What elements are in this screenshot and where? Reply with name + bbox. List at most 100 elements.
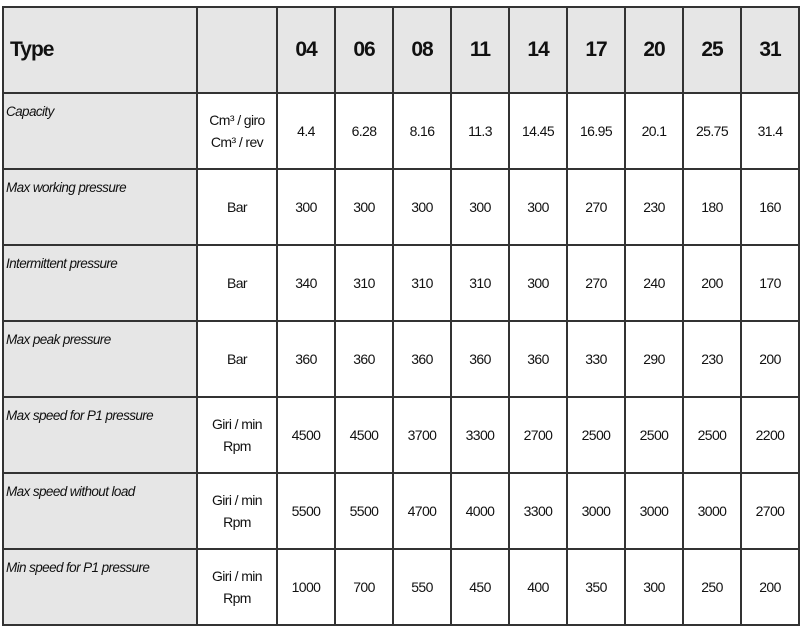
value-cell: 170	[740, 244, 800, 322]
value-cell: 240	[624, 244, 684, 322]
model-header: 04	[276, 6, 336, 94]
unit-text: Cm³ / giro	[209, 112, 265, 128]
row-label: Min speed for P1 pressure	[2, 548, 198, 626]
value-cell: 4700	[392, 472, 452, 550]
value-cell: 14.45	[508, 92, 568, 170]
value-cell: 300	[392, 168, 452, 246]
unit-text: Bar	[227, 351, 248, 367]
row-label: Capacity	[2, 92, 198, 170]
value-cell: 2500	[682, 396, 742, 474]
model-header: 06	[334, 6, 394, 94]
value-cell: 550	[392, 548, 452, 626]
unit-cell: Giri / min Rpm	[196, 472, 278, 550]
value-cell: 4500	[334, 396, 394, 474]
model-header: 14	[508, 6, 568, 94]
table-row: Max speed for P1 pressure Giri / min Rpm 45…	[2, 396, 800, 474]
unit-text: Bar	[227, 275, 248, 291]
unit-cell: Cm³ / giro Cm³ / rev	[196, 92, 278, 170]
table-row: Intermittent pressure Bar 340 310 310 310 300 2…	[2, 244, 800, 322]
value-cell: 300	[450, 168, 510, 246]
unit-text: Rpm	[223, 514, 251, 530]
value-cell: 180	[682, 168, 742, 246]
value-cell: 5500	[334, 472, 394, 550]
row-label: Max speed without load	[2, 472, 198, 550]
row-label: Max working pressure	[2, 168, 198, 246]
specifications-table: Type 04 06 08 11 14 17 20 25 31 Capacity Cm³ / gi…	[2, 6, 800, 626]
value-cell: 1000	[276, 548, 336, 626]
value-cell: 340	[276, 244, 336, 322]
unit-text: Giri / min	[211, 568, 263, 584]
table-row: Max peak pressure Bar 360 360 360 360 360 330 29…	[2, 320, 800, 398]
value-cell: 310	[450, 244, 510, 322]
model-header: 31	[740, 6, 800, 94]
unit-text: Cm³ / rev	[210, 134, 264, 150]
unit-cell: Giri / min Rpm	[196, 396, 278, 474]
value-cell: 6.28	[334, 92, 394, 170]
value-cell: 20.1	[624, 92, 684, 170]
value-cell: 4000	[450, 472, 510, 550]
value-cell: 230	[682, 320, 742, 398]
unit-text: Rpm	[223, 590, 251, 606]
unit-cell: Bar	[196, 244, 278, 322]
unit-cell: Bar	[196, 320, 278, 398]
value-cell: 200	[682, 244, 742, 322]
model-header: 08	[392, 6, 452, 94]
value-cell: 350	[566, 548, 626, 626]
model-header: 20	[624, 6, 684, 94]
value-cell: 11.3	[450, 92, 510, 170]
value-cell: 2700	[508, 396, 568, 474]
value-cell: 300	[508, 244, 568, 322]
value-cell: 270	[566, 168, 626, 246]
model-header: 11	[450, 6, 510, 94]
row-label: Max speed for P1 pressure	[2, 396, 198, 474]
value-cell: 2700	[740, 472, 800, 550]
unit-text: Rpm	[223, 438, 251, 454]
table-row: Min speed for P1 pressure Giri / min Rpm 10…	[2, 548, 800, 626]
value-cell: 31.4	[740, 92, 800, 170]
value-cell: 300	[334, 168, 394, 246]
value-cell: 3300	[450, 396, 510, 474]
unit-header	[196, 6, 278, 94]
value-cell: 400	[508, 548, 568, 626]
unit-cell: Giri / min Rpm	[196, 548, 278, 626]
value-cell: 25.75	[682, 92, 742, 170]
type-header: Type	[2, 6, 198, 94]
value-cell: 360	[334, 320, 394, 398]
value-cell: 3700	[392, 396, 452, 474]
value-cell: 290	[624, 320, 684, 398]
value-cell: 3300	[508, 472, 568, 550]
value-cell: 300	[624, 548, 684, 626]
value-cell: 3000	[566, 472, 626, 550]
value-cell: 330	[566, 320, 626, 398]
value-cell: 360	[276, 320, 336, 398]
value-cell: 300	[276, 168, 336, 246]
value-cell: 360	[392, 320, 452, 398]
value-cell: 200	[740, 320, 800, 398]
value-cell: 3000	[624, 472, 684, 550]
value-cell: 4.4	[276, 92, 336, 170]
value-cell: 230	[624, 168, 684, 246]
value-cell: 3000	[682, 472, 742, 550]
table-row: Max working pressure Bar 300 300 300 300 300 27…	[2, 168, 800, 246]
header-row: Type 04 06 08 11 14 17 20 25 31	[2, 6, 800, 94]
table-row: Max speed without load Giri / min Rpm 5500 5…	[2, 472, 800, 550]
unit-text: Giri / min	[211, 416, 263, 432]
unit-text: Bar	[227, 199, 248, 215]
value-cell: 300	[508, 168, 568, 246]
table-row: Capacity Cm³ / giro Cm³ / rev 4.4 6.28 8.16 11…	[2, 92, 800, 170]
row-label: Max peak pressure	[2, 320, 198, 398]
value-cell: 310	[334, 244, 394, 322]
value-cell: 2500	[624, 396, 684, 474]
unit-cell: Bar	[196, 168, 278, 246]
unit-text: Giri / min	[211, 492, 263, 508]
value-cell: 310	[392, 244, 452, 322]
value-cell: 360	[450, 320, 510, 398]
model-header: 25	[682, 6, 742, 94]
row-label: Intermittent pressure	[2, 244, 198, 322]
model-header: 17	[566, 6, 626, 94]
value-cell: 360	[508, 320, 568, 398]
value-cell: 200	[740, 548, 800, 626]
value-cell: 5500	[276, 472, 336, 550]
value-cell: 450	[450, 548, 510, 626]
value-cell: 250	[682, 548, 742, 626]
